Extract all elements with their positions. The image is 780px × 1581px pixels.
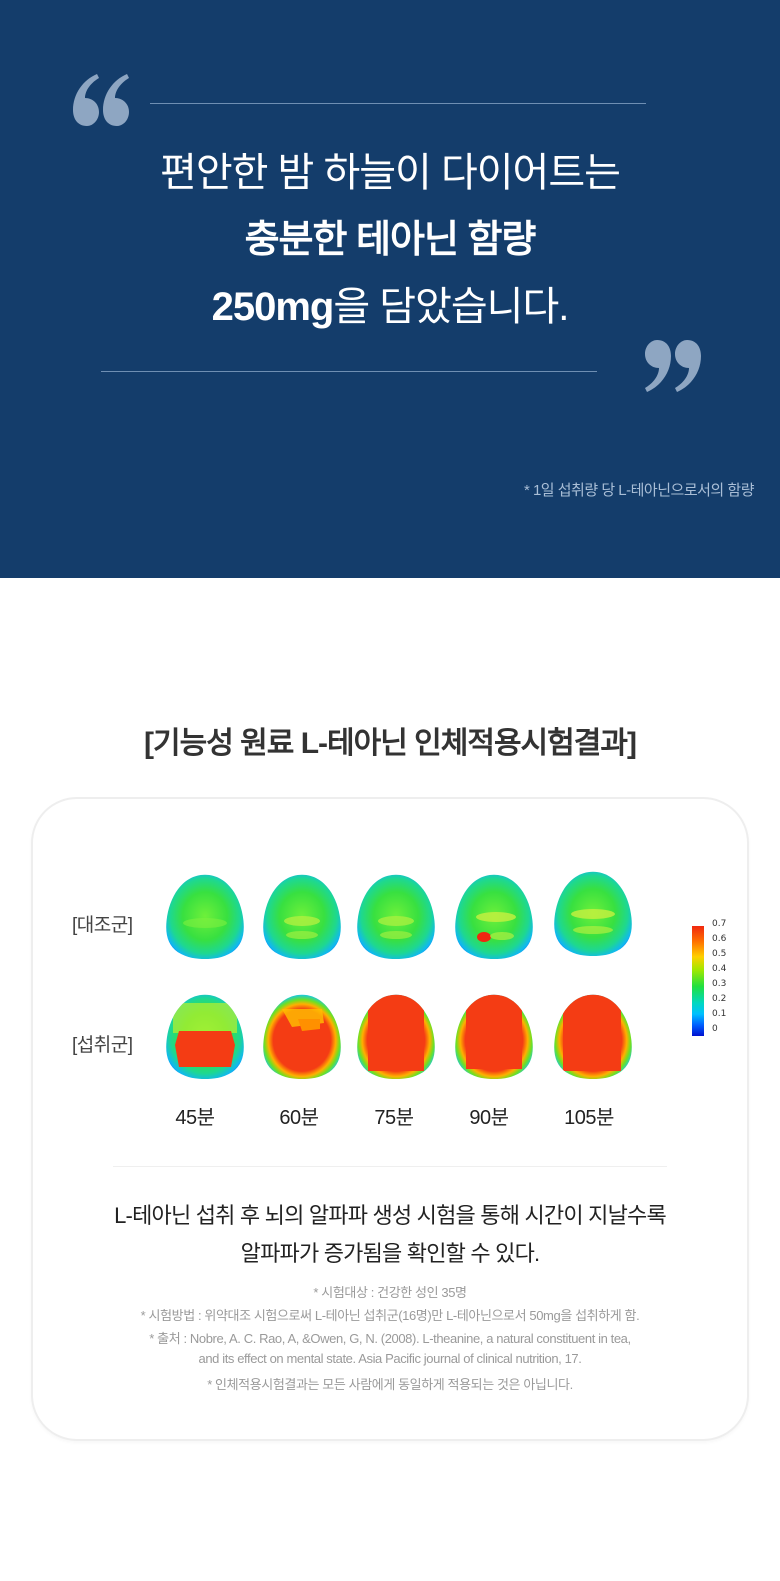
time-label-60min: 60분 [279, 1107, 319, 1129]
close-quote-icon [645, 340, 701, 392]
hero-headline-line1: 편안한 밤 하늘이 다이어트는 [160, 151, 621, 195]
section-title: [기능성 원료 L-테아닌 인체적용시험결과] [144, 727, 637, 760]
time-label-105min: 105분 [564, 1107, 614, 1129]
quote-rule-top [150, 103, 646, 104]
brain-map-control-45min [166, 874, 244, 959]
hero-headline-line2: 충분한 테아닌 함량 [244, 219, 537, 261]
brain-map-treatment-105min [554, 994, 632, 1079]
result-summary-line1: L-테아닌 섭취 후 뇌의 알파파 생성 시험을 통해 시간이 지날수록 [114, 1203, 667, 1228]
open-quote-icon [73, 74, 129, 126]
colorbar-tick: 0.3 [712, 979, 727, 989]
time-label-45min: 45분 [175, 1107, 215, 1129]
row-label-treatment-group: [섭취군] [72, 1035, 133, 1056]
brain-map-treatment-45min [166, 994, 244, 1079]
hero-headline-line3: 250mg을 담았습니다. [0, 274, 780, 332]
colorbar-tick: 0.5 [712, 949, 727, 959]
footnote-subjects: * 시험대상 : 건강한 성인 35명 [313, 1285, 467, 1300]
time-label-90min: 90분 [469, 1107, 509, 1129]
result-summary-line2: 알파파가 증가됨을 확인할 수 있다. [240, 1241, 541, 1266]
footnote-method: * 시험방법 : 위약대조 시험으로써 L-테아닌 섭취군(16명)만 L-테아… [140, 1308, 640, 1323]
quote-rule-bottom [101, 371, 597, 372]
footnote-source: * 출처 : Nobre, A. C. Rao, A, &Owen, G, N.… [149, 1331, 631, 1346]
brain-map-control-90min [455, 874, 533, 959]
hero-headline-line3-rest: 을 담았습니다. [333, 285, 569, 329]
brain-map-treatment-75min [357, 994, 435, 1079]
dosage-footnote: * 1일 섭취량 당 L-테아닌으로서의 함량 [523, 482, 755, 499]
footnote-source-cont: and its effect on mental state. Asia Pac… [198, 1351, 582, 1366]
time-label-75min: 75분 [374, 1107, 414, 1129]
colorbar-legend [692, 926, 704, 1036]
card-divider [113, 1166, 667, 1167]
brain-map-control-105min [554, 871, 632, 956]
brain-map-control-60min [263, 874, 341, 959]
brain-map-treatment-60min [263, 994, 341, 1079]
brain-map-control-75min [357, 874, 435, 959]
colorbar-tick: 0.2 [712, 994, 727, 1004]
colorbar-tick: 0.4 [712, 964, 727, 974]
dosage-amount: 250mg [211, 285, 335, 329]
colorbar-tick: 0.1 [712, 1009, 727, 1019]
colorbar-tick: 0.6 [712, 934, 727, 944]
colorbar-tick: 0 [712, 1024, 718, 1034]
footnote-disclaimer: * 인체적용시험결과는 모든 사람에게 동일하게 적용되는 것은 아닙니다. [207, 1377, 573, 1392]
colorbar-tick: 0.7 [712, 919, 727, 929]
hero-banner: 편안한 밤 하늘이 다이어트는 충분한 테아닌 함량 250mg을 담았습니다.… [0, 0, 780, 578]
row-label-control-group: [대조군] [72, 915, 133, 936]
brain-map-treatment-90min [455, 994, 533, 1079]
